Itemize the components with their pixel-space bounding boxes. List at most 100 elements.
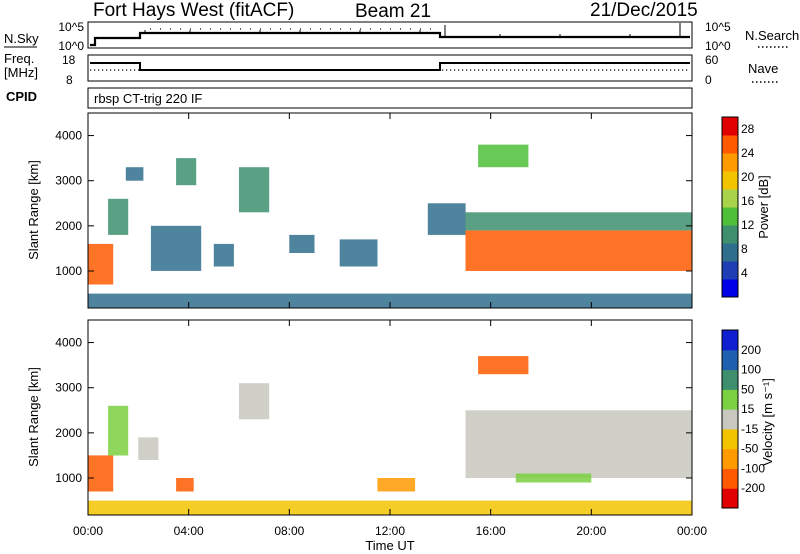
power-colorbar-frame xyxy=(721,116,739,298)
velocity-panel: 1000 2000 3000 4000 Slant Range [km] xyxy=(26,319,693,516)
velocity-colorbar-cell xyxy=(722,349,738,371)
x-tick-label: 08:00 xyxy=(274,524,304,538)
velocity-colorbar-cell xyxy=(722,488,738,509)
power-y-ticks: 1000 2000 3000 4000 xyxy=(55,129,692,278)
power-region xyxy=(88,243,114,285)
power-region xyxy=(213,243,234,267)
velocity-colorbar-cell xyxy=(722,428,738,450)
power-region xyxy=(125,167,144,181)
y-tick-label: 2000 xyxy=(55,426,82,440)
power-colorbar-cell xyxy=(722,153,738,172)
freq-trace xyxy=(90,62,690,71)
velocity-colorbar-label: Velocity [m s⁻¹] xyxy=(760,378,775,466)
power-ylabel: Slant Range [km] xyxy=(26,160,41,260)
velocity-colorbar-tick-label: 15 xyxy=(741,402,755,416)
power-region xyxy=(289,234,315,253)
velocity-colorbar-cell xyxy=(722,468,738,489)
velocity-colorbar: -200 -100 -50 -15 15 50 100 200 Velocity [m s⁻¹… xyxy=(721,329,775,509)
power-colorbar-cells xyxy=(722,117,738,298)
nave-label: Nave xyxy=(748,61,778,76)
nsky-tick-high: 10^5 xyxy=(58,20,84,34)
power-colorbar-cell xyxy=(722,117,738,136)
power-colorbar-tick-label: 28 xyxy=(741,122,755,136)
power-colorbar-ticks: 4 8 12 16 20 24 28 xyxy=(741,122,755,280)
power-colorbar-label: Power [dB] xyxy=(756,175,771,239)
station-title: Fort Hays West (fitACF) xyxy=(93,0,294,21)
power-panel-bg xyxy=(88,113,692,308)
x-tick-label: 04:00 xyxy=(174,524,204,538)
velocity-colorbar-tick-label: -15 xyxy=(741,422,759,436)
velocity-colorbar-frame xyxy=(721,329,739,509)
power-colorbar-cell xyxy=(722,189,738,208)
x-axis-label: Time UT xyxy=(365,538,414,553)
x-tick-label: 12:00 xyxy=(375,524,405,538)
nsearch-tick-low: 10^0 xyxy=(705,39,731,53)
nsky-label: N.Sky xyxy=(4,31,39,46)
velocity-colorbar-tick-label: -200 xyxy=(741,481,765,495)
y-tick-label: 2000 xyxy=(55,219,82,233)
velocity-colorbar-tick-label: -50 xyxy=(741,442,759,456)
y-tick-label: 4000 xyxy=(55,336,82,350)
x-tick-label: 00:00 xyxy=(73,524,103,538)
x-tick-labels: 00:00 04:00 08:00 12:00 16:00 20:00 00:00 xyxy=(73,524,707,538)
power-region xyxy=(239,167,270,213)
power-colorbar-tick-label: 24 xyxy=(741,146,755,160)
power-heatmap xyxy=(88,144,692,308)
power-colorbar-tick-label: 8 xyxy=(741,242,748,256)
velocity-region xyxy=(176,478,194,492)
velocity-colorbar-cells xyxy=(722,330,738,509)
power-region xyxy=(427,203,466,235)
power-colorbar-cell xyxy=(722,207,738,226)
power-region xyxy=(108,198,129,235)
cpid-panel-frame xyxy=(87,87,693,109)
power-colorbar-cell xyxy=(722,135,738,154)
power-colorbar-tick-label: 4 xyxy=(741,266,748,280)
freq-label: Freq. xyxy=(4,51,34,66)
freq-tick-high: 18 xyxy=(62,53,76,67)
velocity-region xyxy=(138,437,159,460)
power-region xyxy=(478,144,529,168)
beam-title: Beam 21 xyxy=(355,1,431,22)
velocity-colorbar-tick-label: 100 xyxy=(741,363,761,377)
velocity-heatmap xyxy=(88,356,692,515)
velocity-region xyxy=(515,473,592,483)
nsky-trace xyxy=(90,31,690,47)
y-tick-label: 1000 xyxy=(55,264,82,278)
power-colorbar-cell xyxy=(722,243,738,262)
freq-tick-low: 8 xyxy=(66,73,73,87)
power-x-ticks xyxy=(87,113,693,308)
velocity-colorbar-ticks: -200 -100 -50 -15 15 50 100 200 xyxy=(741,343,765,495)
velocity-region xyxy=(88,455,114,492)
velocity-colorbar-tick-label: 50 xyxy=(741,382,755,396)
nave-tick-high: 60 xyxy=(705,53,719,67)
x-tick-label: 16:00 xyxy=(476,524,506,538)
velocity-colorbar-cell xyxy=(722,389,738,410)
velocity-colorbar-cell xyxy=(722,409,738,430)
velocity-region xyxy=(239,383,270,420)
velocity-y-ticks: 1000 2000 3000 4000 xyxy=(55,336,692,485)
power-panel: 1000 2000 3000 4000 Slant Range [km] xyxy=(26,112,693,309)
nsky-tick-low: 10^0 xyxy=(58,39,84,53)
velocity-colorbar-tick-label: 200 xyxy=(741,343,761,357)
power-colorbar-cell xyxy=(722,225,738,244)
power-region xyxy=(339,239,378,267)
power-region xyxy=(465,212,692,231)
cpid-text: rbsp CT-trig 220 IF xyxy=(94,91,202,106)
power-region xyxy=(150,225,202,271)
y-tick-label: 1000 xyxy=(55,471,82,485)
power-region xyxy=(465,230,692,271)
velocity-region xyxy=(377,478,416,492)
date-title: 21/Dec/2015 xyxy=(590,0,698,21)
nsky-panel-frame xyxy=(87,21,693,49)
velocity-region xyxy=(108,405,129,456)
y-tick-label: 4000 xyxy=(55,129,82,143)
velocity-region xyxy=(478,356,529,375)
power-colorbar-tick-label: 16 xyxy=(741,194,755,208)
power-colorbar-tick-label: 12 xyxy=(741,218,755,232)
power-colorbar-tick-label: 20 xyxy=(741,170,755,184)
power-colorbar-cell xyxy=(722,261,738,280)
velocity-region xyxy=(465,410,692,478)
nsearch-tick-high: 10^5 xyxy=(705,20,731,34)
x-tick-label: 20:00 xyxy=(576,524,606,538)
